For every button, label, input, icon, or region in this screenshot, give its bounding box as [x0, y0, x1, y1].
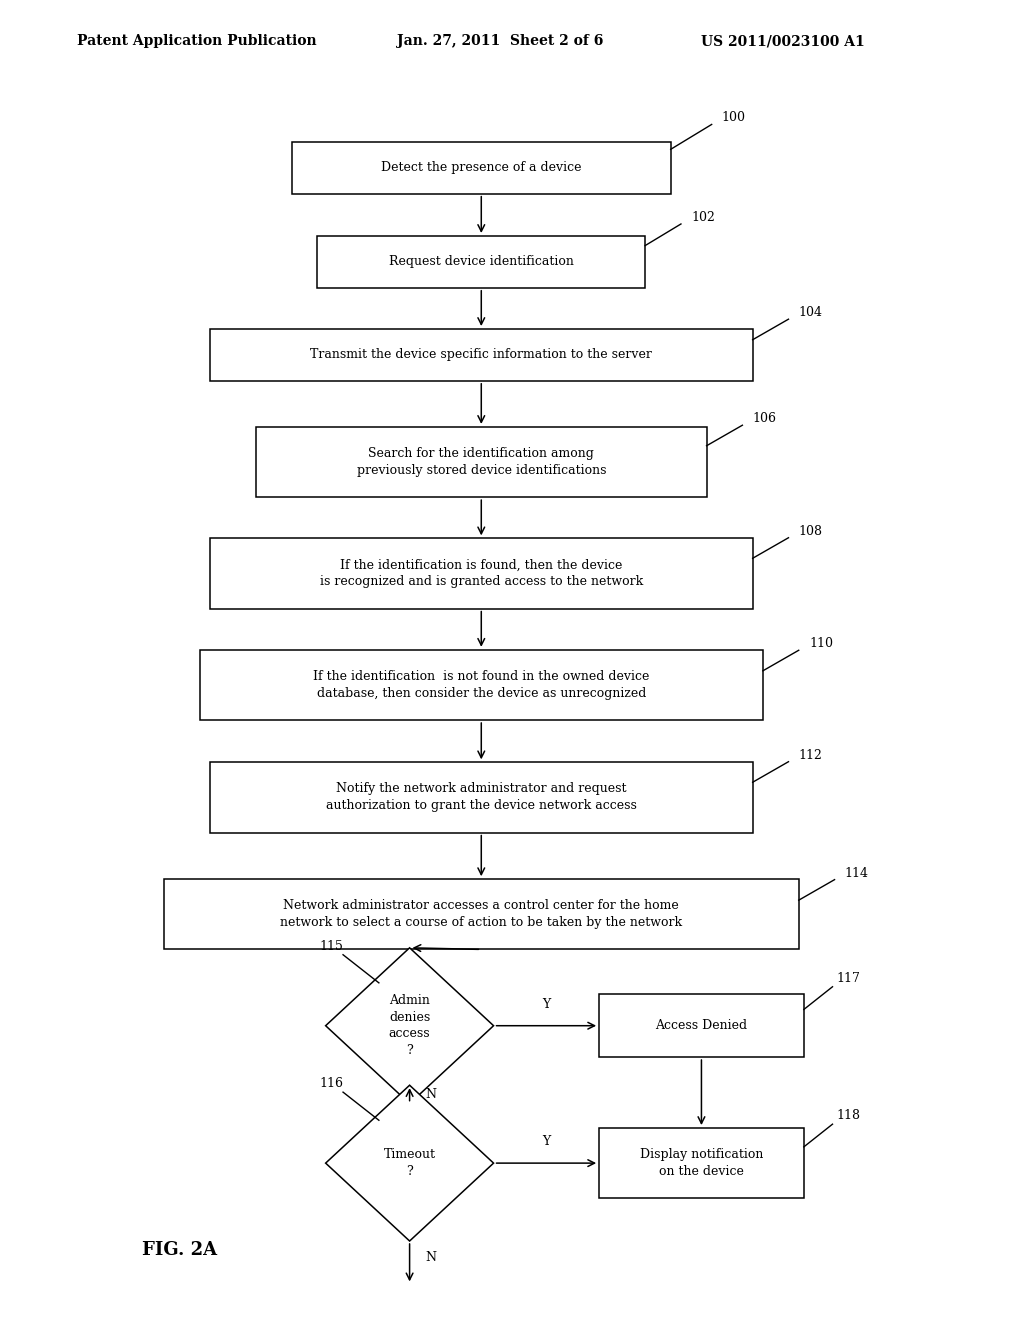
Polygon shape	[326, 1085, 494, 1241]
Text: If the identification is found, then the device
is recognized and is granted acc: If the identification is found, then the…	[319, 558, 643, 589]
Text: 108: 108	[799, 525, 822, 537]
Text: 106: 106	[753, 412, 776, 425]
Bar	[599, 994, 804, 1057]
Bar	[210, 762, 753, 833]
Text: 118: 118	[837, 1109, 860, 1122]
Text: Transmit the device specific information to the server: Transmit the device specific information…	[310, 348, 652, 362]
Text: 100: 100	[722, 111, 745, 124]
Text: Y: Y	[542, 1135, 551, 1148]
Bar	[210, 539, 753, 609]
Text: Y: Y	[542, 998, 551, 1011]
Text: Notify the network administrator and request
authorization to grant the device n: Notify the network administrator and req…	[326, 783, 637, 812]
Text: 110: 110	[809, 638, 833, 651]
Text: Request device identification: Request device identification	[389, 255, 573, 268]
Bar	[210, 329, 753, 381]
Text: Jan. 27, 2011  Sheet 2 of 6: Jan. 27, 2011 Sheet 2 of 6	[397, 34, 604, 49]
Bar	[164, 879, 799, 949]
Text: 104: 104	[799, 306, 822, 319]
Text: 117: 117	[837, 972, 860, 985]
Text: Detect the presence of a device: Detect the presence of a device	[381, 161, 582, 174]
Text: Admin
denies
access
?: Admin denies access ?	[389, 994, 430, 1057]
Text: Display notification
on the device: Display notification on the device	[640, 1148, 763, 1179]
Text: Timeout
?: Timeout ?	[384, 1148, 435, 1177]
Text: Search for the identification among
previously stored device identifications: Search for the identification among prev…	[356, 447, 606, 477]
Text: FIG. 2A: FIG. 2A	[141, 1241, 217, 1259]
Text: Access Denied: Access Denied	[655, 1019, 748, 1032]
Bar	[317, 236, 645, 288]
Text: Patent Application Publication: Patent Application Publication	[77, 34, 316, 49]
Text: Network administrator accesses a control center for the home
network to select a: Network administrator accesses a control…	[281, 899, 682, 929]
Polygon shape	[326, 948, 494, 1104]
Text: 116: 116	[319, 1077, 343, 1090]
Text: US 2011/0023100 A1: US 2011/0023100 A1	[701, 34, 865, 49]
Text: N: N	[425, 1088, 436, 1101]
Text: 114: 114	[845, 867, 868, 879]
Text: 115: 115	[319, 940, 343, 953]
Text: N: N	[425, 1251, 436, 1263]
Text: If the identification  is not found in the owned device
database, then consider : If the identification is not found in th…	[313, 669, 649, 700]
Text: 112: 112	[799, 748, 822, 762]
Text: 102: 102	[691, 211, 715, 224]
Bar	[599, 1129, 804, 1199]
Bar	[256, 426, 707, 498]
Bar	[292, 141, 671, 194]
Bar	[200, 649, 763, 719]
